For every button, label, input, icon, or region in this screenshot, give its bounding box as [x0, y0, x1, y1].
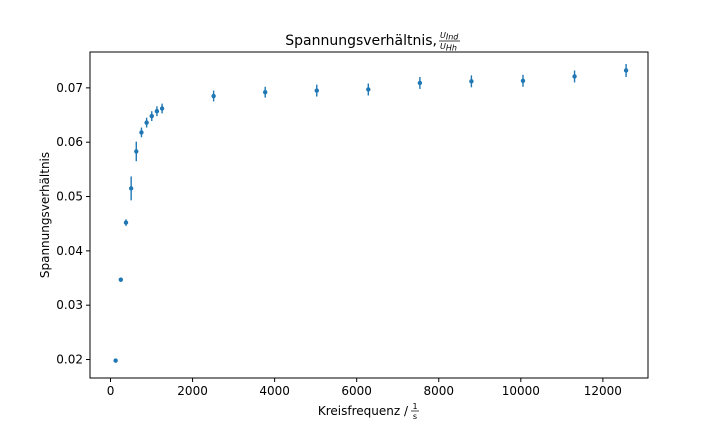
y-tick-label: 0.07 [56, 81, 83, 95]
x-tick-label: 8000 [423, 384, 454, 398]
title-text: Spannungsverhältnis, [285, 33, 437, 49]
y-axis-ticks: 0.02 0.03 0.04 0.05 0.06 0.07 [56, 81, 90, 367]
data-point [113, 358, 118, 363]
data-points [113, 63, 629, 363]
xlabel-fraction-denominator: s [413, 412, 417, 421]
xlabel-text: Kreisfrequenz / [318, 404, 409, 418]
x-tick-label: 0 [107, 384, 115, 398]
data-point [572, 74, 577, 79]
plot-frame [89, 51, 649, 379]
data-point [211, 93, 216, 99]
y-tick-label: 0.04 [56, 244, 83, 258]
y-tick-label: 0.02 [56, 353, 83, 367]
data-point [469, 79, 474, 84]
y-axis-label: Spannungsverhältnis [38, 152, 52, 278]
data-point [139, 130, 144, 135]
data-point [154, 109, 160, 114]
y-tick-label: 0.03 [56, 298, 83, 312]
data-point [149, 113, 154, 119]
data-point [262, 90, 268, 95]
y-tick-label: 0.06 [56, 135, 83, 149]
xlabel-fraction-numerator: 1 [412, 402, 417, 411]
x-tick-label: 2000 [177, 384, 208, 398]
data-point [366, 87, 371, 92]
data-point [144, 120, 149, 125]
data-point [314, 88, 319, 93]
data-point [128, 186, 134, 191]
data-point [118, 277, 124, 282]
x-tick-label: 10000 [502, 384, 540, 398]
x-axis-label: Kreisfrequenz / 1 s [318, 402, 419, 421]
x-axis-ticks: 0 2000 4000 6000 8000 10000 12000 [107, 378, 622, 398]
x-tick-label: 6000 [341, 384, 372, 398]
data-point [134, 149, 139, 154]
y-tick-label: 0.05 [56, 190, 83, 204]
title-fraction-denominator: UHh [440, 42, 457, 53]
x-tick-label: 4000 [259, 384, 290, 398]
data-point [123, 220, 129, 225]
title-fraction-numerator: UInd [440, 31, 459, 42]
chart-title: Spannungsverhältnis, UInd UHh [285, 31, 460, 53]
data-point [159, 106, 165, 111]
x-tick-label: 12000 [584, 384, 622, 398]
data-point [520, 78, 526, 83]
data-point [623, 68, 629, 73]
data-point [417, 80, 423, 86]
